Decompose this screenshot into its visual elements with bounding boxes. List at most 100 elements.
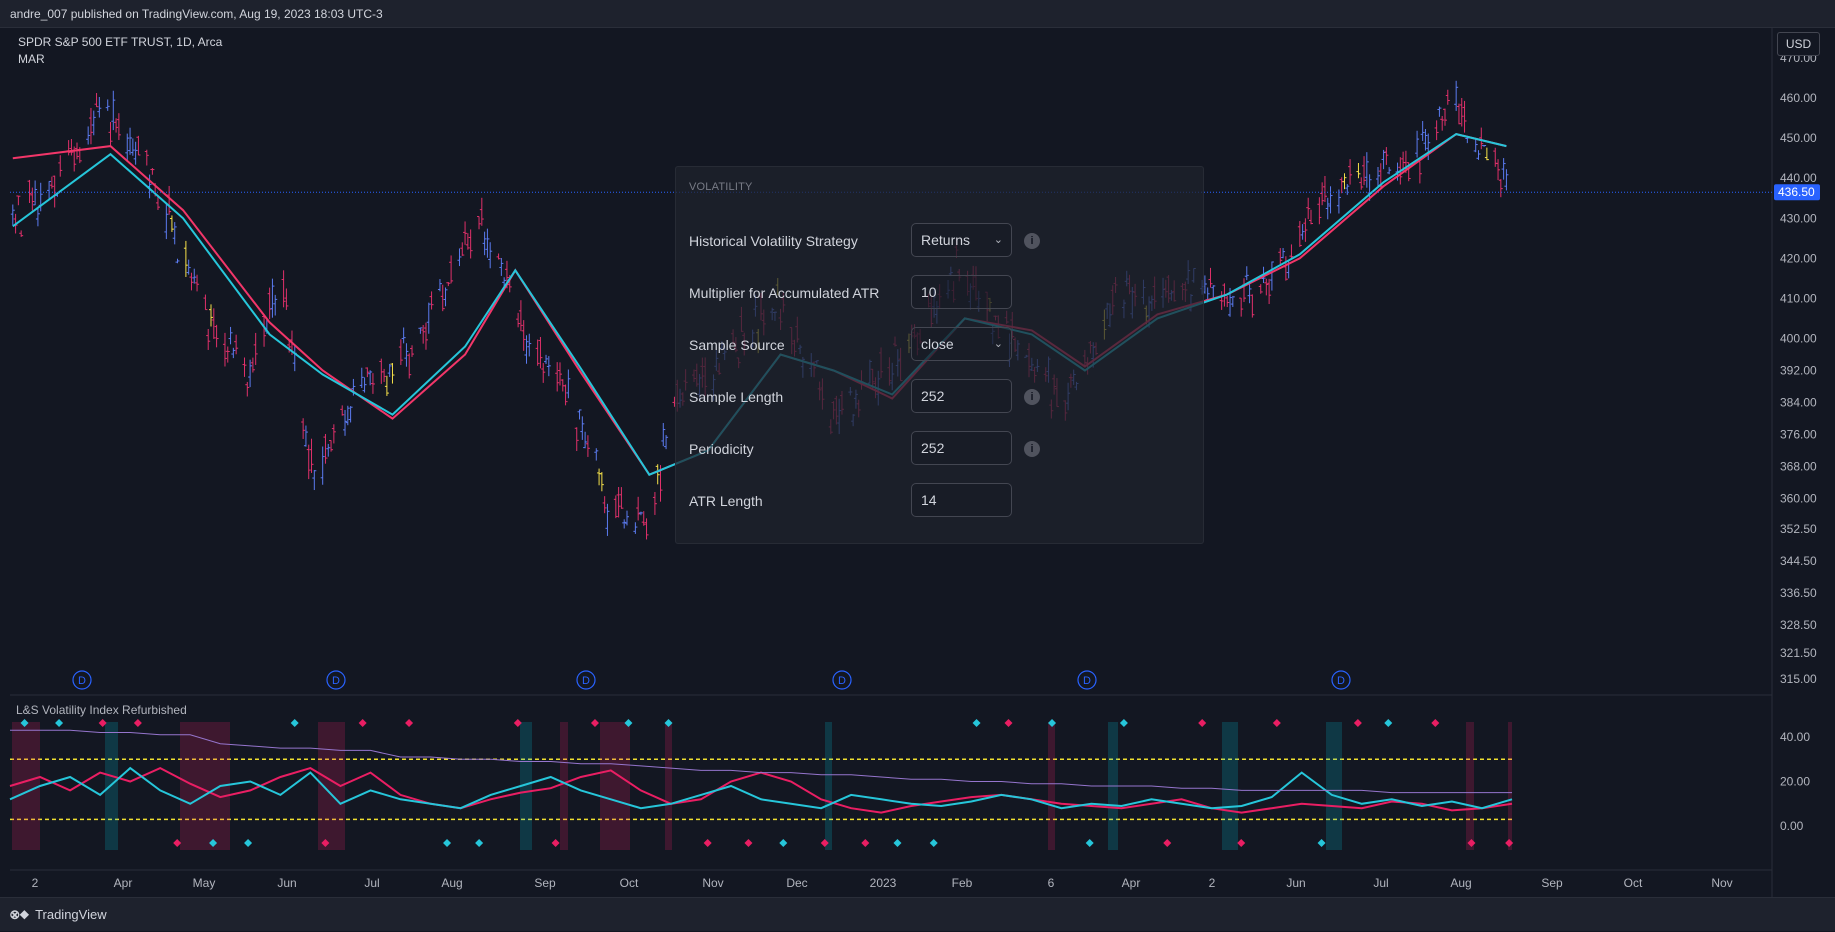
signal-diamond	[929, 839, 938, 847]
indicator-tag: MAR	[18, 52, 45, 66]
signal-diamond	[1317, 839, 1326, 847]
last-price-badge	[1774, 184, 1820, 201]
time-tick-label: Dec	[786, 876, 807, 890]
publish-info: andre_007 published on TradingView.com, …	[10, 7, 383, 21]
periodicity-input[interactable]: 252	[911, 431, 1012, 465]
info-icon[interactable]: i	[1024, 441, 1040, 457]
regime-band	[665, 722, 672, 850]
indicator-title: L&S Volatility Index Refurbished	[16, 703, 187, 717]
currency-button[interactable]: USD	[1777, 32, 1820, 56]
time-tick-label: Aug	[1450, 876, 1471, 890]
price-tick-label: 450.00	[1780, 131, 1817, 145]
indicator-tick-label: 20.00	[1780, 775, 1810, 789]
time-tick-label: Sep	[534, 876, 556, 890]
setting-label: Historical Volatility Strategy	[689, 233, 858, 249]
publish-bar: andre_007 published on TradingView.com, …	[0, 0, 1835, 28]
volatility-cyan-line	[9, 766, 1513, 810]
regime-band	[520, 722, 532, 850]
signal-diamond	[55, 719, 64, 727]
volatility-settings-panel: VOLATILITY Historical Volatility Strateg…	[675, 166, 1204, 544]
signal-diamond	[98, 719, 107, 727]
chevron-down-icon: ⌄	[993, 234, 1003, 246]
setting-label: Sample Source	[689, 337, 785, 353]
setting-row-periodicity: Periodicity 252 i	[689, 431, 1189, 467]
setting-row-strategy: Historical Volatility Strategy Returns ⌄ …	[689, 223, 1189, 259]
signal-diamond	[624, 719, 633, 727]
signal-diamond	[820, 839, 829, 847]
brand-name: TradingView	[35, 907, 107, 922]
signal-diamond	[173, 839, 182, 847]
dividend-marker-label: D	[1083, 675, 1091, 687]
price-tick-label: 392.00	[1780, 364, 1817, 378]
time-tick-label: Apr	[1122, 876, 1141, 890]
select-value: Returns	[921, 232, 971, 248]
dividend-marker-label: D	[332, 675, 340, 687]
time-tick-label: 2023	[870, 876, 897, 890]
time-tick-label: 2	[32, 876, 39, 890]
signal-diamond	[209, 839, 218, 847]
price-tick-label: 420.00	[1780, 251, 1817, 265]
signal-diamond	[972, 719, 981, 727]
signal-diamond	[779, 839, 788, 847]
signal-diamond	[1353, 719, 1362, 727]
signal-diamond	[1384, 719, 1393, 727]
setting-row-source: Sample Source close ⌄	[689, 327, 1189, 363]
dividend-marker	[576, 670, 596, 690]
dividend-marker-label: D	[1337, 675, 1345, 687]
signal-diamond	[1048, 719, 1057, 727]
setting-label: Periodicity	[689, 441, 754, 457]
atr-length-input[interactable]: 14	[911, 483, 1012, 517]
price-tick-label: 430.00	[1780, 211, 1817, 225]
signal-diamond	[1085, 839, 1094, 847]
signal-diamond	[244, 839, 253, 847]
price-tick-label: 360.00	[1780, 492, 1817, 506]
source-select[interactable]: close ⌄	[911, 327, 1012, 361]
setting-row-multiplier: Multiplier for Accumulated ATR 10	[689, 275, 1189, 311]
regime-band	[1466, 722, 1474, 850]
price-tick-label: 315.00	[1780, 672, 1817, 686]
time-tick-label: Feb	[952, 876, 973, 890]
time-tick-label: 6	[1048, 876, 1055, 890]
info-icon[interactable]: i	[1024, 233, 1040, 249]
info-icon[interactable]: i	[1024, 389, 1040, 405]
price-tick-label: 321.50	[1780, 646, 1817, 660]
time-tick-label: Oct	[1624, 876, 1643, 890]
signal-diamond	[703, 839, 712, 847]
signal-diamond	[1431, 719, 1440, 727]
signal-diamond	[744, 839, 753, 847]
price-bars-group	[10, 80, 1509, 540]
regime-band	[560, 722, 568, 850]
strategy-select[interactable]: Returns ⌄	[911, 223, 1012, 257]
price-tick-label: 336.50	[1780, 586, 1817, 600]
multiplier-input[interactable]: 10	[911, 275, 1012, 309]
setting-label: Multiplier for Accumulated ATR	[689, 285, 880, 301]
signal-diamond	[861, 839, 870, 847]
signal-diamond	[893, 839, 902, 847]
regime-band	[600, 722, 630, 850]
regime-band	[1326, 722, 1342, 850]
setting-row-atr-length: ATR Length 14	[689, 483, 1189, 519]
signal-diamond	[1237, 839, 1246, 847]
regime-band	[1508, 722, 1512, 850]
signal-diamond	[513, 719, 522, 727]
sample-length-input[interactable]: 252	[911, 379, 1012, 413]
regime-band	[1048, 722, 1055, 850]
price-tick-label: 440.00	[1780, 171, 1817, 185]
chevron-down-icon: ⌄	[993, 338, 1003, 350]
panel-title: VOLATILITY	[689, 181, 753, 193]
time-tick-label: Jun	[277, 876, 296, 890]
chart-header: SPDR S&P 500 ETF TRUST, 1D, Arca MAR	[18, 34, 222, 68]
time-tick-label: Nov	[1711, 876, 1732, 890]
setting-label: Sample Length	[689, 389, 784, 405]
tradingview-logo-icon: ⮿◆	[10, 908, 30, 922]
dividend-marker	[1331, 670, 1351, 690]
signal-diamond	[1505, 839, 1514, 847]
signal-diamond	[1119, 719, 1128, 727]
signal-diamond	[1198, 719, 1207, 727]
dividend-marker-label: D	[78, 675, 86, 687]
regime-band	[12, 722, 40, 850]
signal-diamond	[1163, 839, 1172, 847]
time-tick-label: Apr	[114, 876, 133, 890]
price-tick-label: 410.00	[1780, 291, 1817, 305]
setting-label: ATR Length	[689, 493, 763, 509]
